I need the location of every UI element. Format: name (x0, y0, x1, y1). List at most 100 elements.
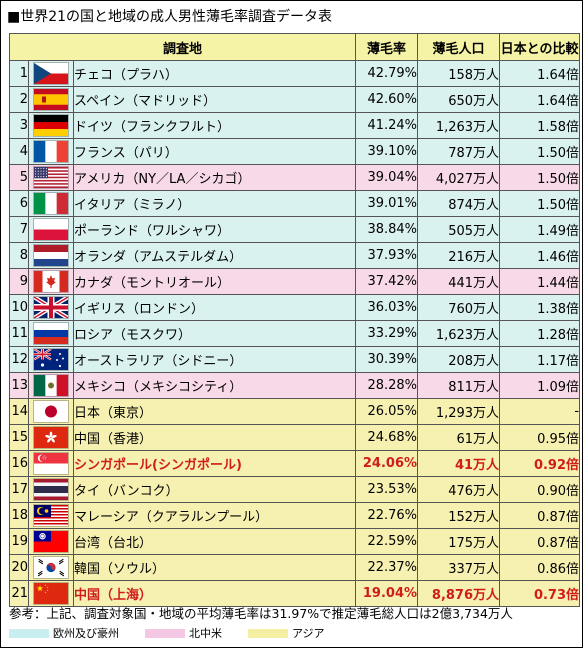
table-row: 10 イギリス（ロンドン） 36.03% 760万人 1.38倍 (9, 294, 581, 321)
table-header-row: 調査地 薄毛率 薄毛人口 日本との比較 (8, 33, 581, 61)
location-cell: ポーランド（ワルシャワ） (72, 216, 357, 243)
table-row: 19 台湾（台北） 22.59% 175万人 0.87倍 (9, 528, 581, 555)
legend-swatch (248, 628, 288, 638)
ratio-cell: 0.87倍 (499, 528, 581, 555)
flag-cell (28, 138, 74, 165)
flag-cell (28, 242, 74, 269)
population-cell: 476万人 (417, 476, 501, 503)
rate-cell: 24.68% (355, 424, 419, 451)
location-cell: イタリア（ミラノ） (72, 190, 357, 217)
flag-cell (28, 268, 74, 295)
legend-swatch (145, 628, 185, 638)
population-cell: 158万人 (417, 60, 501, 87)
header-population: 薄毛人口 (417, 33, 501, 61)
population-cell: 337万人 (417, 554, 501, 581)
canada-flag-icon (34, 271, 68, 292)
rate-cell: 39.01% (355, 190, 419, 217)
ratio-cell: 1.58倍 (499, 112, 581, 139)
table-row: 11 ロシア（モスクワ） 33.29% 1,623万人 1.28倍 (9, 320, 581, 347)
footnote: 参考：上記、調査対象国・地域の平均薄毛率は31.97%で推定薄毛総人口は2億3,… (9, 606, 513, 621)
uk-flag-icon (34, 297, 68, 318)
population-cell: 1,623万人 (417, 320, 501, 347)
rank-cell: 5 (9, 164, 29, 191)
rank-cell: 13 (9, 372, 29, 399)
rank-cell: 20 (9, 554, 29, 581)
table-row: 5 アメリカ（NY／LA／シカゴ） 39.04% 4,027万人 1.50倍 (9, 164, 581, 191)
ratio-cell: 1.50倍 (499, 190, 581, 217)
table-row: 13 メキシコ（メキシコシティ） 28.28% 811万人 1.09倍 (9, 372, 581, 399)
population-cell: 4,027万人 (417, 164, 501, 191)
rank-cell: 6 (9, 190, 29, 217)
flag-cell (28, 476, 74, 503)
table-row: 7 ポーランド（ワルシャワ） 38.84% 505万人 1.49倍 (9, 216, 581, 243)
region-legend: 欧州及び豪州 北中米 アジア (9, 625, 351, 641)
rate-cell: 39.10% (355, 138, 419, 165)
ratio-cell: 1.50倍 (499, 164, 581, 191)
location-cell: イギリス（ロンドン） (72, 294, 357, 321)
mexico-flag-icon (34, 375, 68, 396)
document-title: ■世界21の国と地域の成人男性薄毛率調査データ表 (7, 9, 333, 25)
australia-flag-icon (34, 349, 68, 370)
table-row: 2 スペイン（マドリッド） 42.60% 650万人 1.64倍 (9, 86, 581, 113)
flag-cell (28, 580, 74, 607)
flag-cell (28, 190, 74, 217)
legend-item: 北中米 (145, 625, 222, 641)
population-cell: 811万人 (417, 372, 501, 399)
rate-cell: 24.06% (355, 450, 419, 477)
location-cell: 中国（上海） (72, 580, 357, 607)
flag-cell (28, 346, 74, 373)
rank-cell: 21 (9, 580, 29, 607)
legend-label: 北中米 (189, 627, 222, 640)
table-row: 1 チェコ（プラハ） 42.79% 158万人 1.64倍 (9, 60, 581, 87)
ratio-cell: 1.28倍 (499, 320, 581, 347)
rank-cell: 19 (9, 528, 29, 555)
population-cell: 1,263万人 (417, 112, 501, 139)
location-cell: オランダ（アムステルダム） (72, 242, 357, 269)
rate-cell: 41.24% (355, 112, 419, 139)
flag-cell (28, 554, 74, 581)
flag-cell (28, 502, 74, 529)
italy-flag-icon (34, 193, 68, 214)
rank-cell: 11 (9, 320, 29, 347)
ratio-cell: 1.64倍 (499, 60, 581, 87)
table-row: 6 イタリア（ミラノ） 39.01% 874万人 1.50倍 (9, 190, 581, 217)
population-cell: 760万人 (417, 294, 501, 321)
russia-flag-icon (34, 323, 68, 344)
ratio-cell: 1.44倍 (499, 268, 581, 295)
location-cell: ロシア（モスクワ） (72, 320, 357, 347)
rate-cell: 22.76% (355, 502, 419, 529)
population-cell: 61万人 (417, 424, 501, 451)
korea-flag-icon (34, 557, 68, 578)
flag-cell (28, 60, 74, 87)
flag-cell (28, 528, 74, 555)
population-cell: 152万人 (417, 502, 501, 529)
ratio-cell: 0.95倍 (499, 424, 581, 451)
location-cell: 中国（香港） (72, 424, 357, 451)
survey-table: 調査地 薄毛率 薄毛人口 日本との比較 1 チェコ（プラハ） 42.79% 158万人… (8, 33, 581, 607)
location-cell: チェコ（プラハ） (72, 60, 357, 87)
table-row: 16 シンガポール(シンガポール) 24.06% 41万人 0.92倍 (9, 450, 581, 477)
table-row: 20 韓国（ソウル） 22.37% 337万人 0.86倍 (9, 554, 581, 581)
location-cell: ドイツ（フランクフルト） (72, 112, 357, 139)
location-cell: メキシコ（メキシコシティ） (72, 372, 357, 399)
germany-flag-icon (34, 115, 68, 136)
flag-cell (28, 216, 74, 243)
ratio-cell: 0.90倍 (499, 476, 581, 503)
location-cell: マレーシア（クアラルンプール） (72, 502, 357, 529)
poland-flag-icon (34, 219, 68, 240)
legend-swatch (9, 628, 49, 638)
france-flag-icon (34, 141, 68, 162)
flag-cell (28, 398, 74, 425)
table-row: 14 日本（東京） 26.05% 1,293万人 - (9, 398, 581, 425)
ratio-cell: 1.38倍 (499, 294, 581, 321)
flag-cell (28, 320, 74, 347)
table-row: 21 中国（上海） 19.04% 8,876万人 0.73倍 (9, 580, 581, 607)
location-cell: 日本（東京） (72, 398, 357, 425)
rank-cell: 9 (9, 268, 29, 295)
population-cell: 874万人 (417, 190, 501, 217)
malaysia-flag-icon (34, 505, 68, 526)
czech-flag-icon (34, 63, 68, 84)
location-cell: フランス（パリ） (72, 138, 357, 165)
rank-cell: 10 (9, 294, 29, 321)
